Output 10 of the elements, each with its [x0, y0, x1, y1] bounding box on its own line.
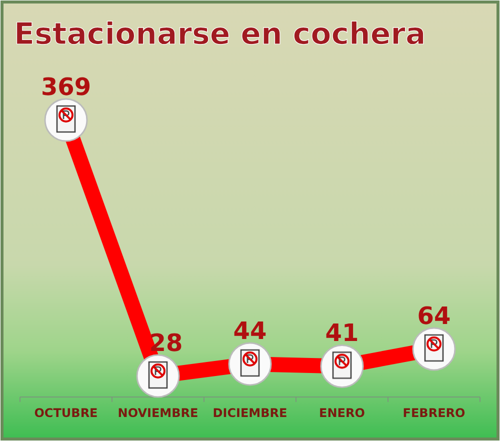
x-tick-label: ENERO	[319, 406, 365, 420]
x-tick-label: NOVIEMBRE	[118, 406, 198, 420]
data-label: 44	[233, 316, 267, 345]
x-tick-label: OCTUBRE	[34, 406, 98, 420]
chart-title: Estacionarse en cochera	[14, 17, 426, 52]
x-tick-label: FEBRERO	[402, 406, 466, 420]
x-tick-label: DICIEMBRE	[212, 406, 288, 420]
data-label: 41	[325, 319, 359, 348]
data-label: 369	[40, 73, 92, 101]
data-label: 64	[417, 302, 451, 330]
